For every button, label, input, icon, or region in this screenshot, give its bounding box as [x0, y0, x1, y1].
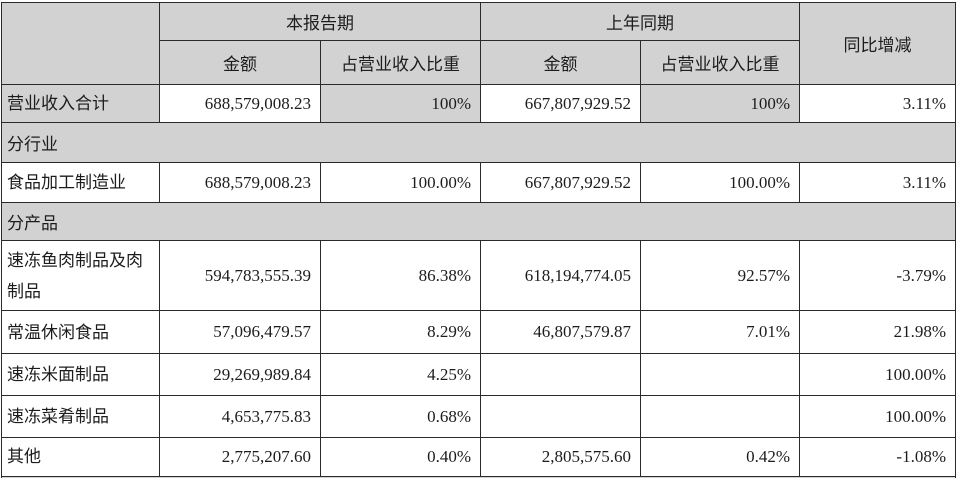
row-label: 常温休闲食品	[1, 310, 160, 355]
prior-share-cell: 100.00%	[640, 162, 800, 204]
corner-cell	[1, 2, 160, 85]
table-row-ambient-snack-food: 常温休闲食品 57,096,479.57 8.29% 46,807,579.87…	[1, 310, 956, 355]
yoy-cell: 3.11%	[799, 83, 956, 124]
amount-header-prior: 金额	[480, 40, 641, 85]
row-label: 食品加工制造业	[1, 162, 160, 204]
prior-share-cell: 100%	[640, 83, 800, 124]
prior-share-cell	[640, 353, 800, 397]
current-share-cell: 0.40%	[320, 437, 481, 477]
row-label: 其他	[1, 437, 160, 477]
section-label: 分行业	[1, 122, 956, 164]
table-row-total-revenue: 营业收入合计 688,579,008.23 100% 667,807,929.5…	[1, 83, 956, 124]
share-header-current: 占营业收入比重	[320, 40, 481, 85]
prior-amount-cell	[480, 395, 641, 439]
row-label: 营业收入合计	[1, 83, 160, 124]
table-row-other: 其他 2,775,207.60 0.40% 2,805,575.60 0.42%…	[1, 437, 956, 477]
current-amount-cell: 4,653,775.83	[159, 395, 321, 439]
yoy-cell: -3.79%	[799, 240, 956, 312]
current-amount-cell: 57,096,479.57	[159, 310, 321, 355]
section-label: 分产品	[1, 202, 956, 242]
row-label: 速冻米面制品	[1, 353, 160, 397]
prior-amount-cell: 667,807,929.52	[480, 83, 641, 124]
prior-amount-cell	[480, 353, 641, 397]
table-row-frozen-rice-flour: 速冻米面制品 29,269,989.84 4.25% 100.00%	[1, 353, 956, 397]
prior-amount-cell: 618,194,774.05	[480, 240, 641, 312]
current-amount-cell: 29,269,989.84	[159, 353, 321, 397]
table-row-frozen-dishes: 速冻菜肴制品 4,653,775.83 0.68% 100.00%	[1, 395, 956, 439]
current-period-header: 本报告期	[159, 2, 481, 41]
current-share-cell: 4.25%	[320, 353, 481, 397]
row-label: 速冻菜肴制品	[1, 395, 160, 439]
prior-share-cell	[640, 395, 800, 439]
prior-amount-cell: 2,805,575.60	[480, 437, 641, 477]
current-share-cell: 100%	[320, 83, 481, 124]
prior-share-cell: 7.01%	[640, 310, 800, 355]
yoy-cell: -1.08%	[799, 437, 956, 477]
yoy-cell: 100.00%	[799, 395, 956, 439]
yoy-cell: 21.98%	[799, 310, 956, 355]
section-row-by-product: 分产品	[1, 202, 956, 242]
prior-share-cell: 92.57%	[640, 240, 800, 312]
current-amount-cell: 2,775,207.60	[159, 437, 321, 477]
share-header-prior: 占营业收入比重	[640, 40, 800, 85]
clipped-cell	[1, 475, 956, 478]
yoy-header: 同比增减	[799, 2, 956, 85]
prior-amount-cell: 46,807,579.87	[480, 310, 641, 355]
current-share-cell: 0.68%	[320, 395, 481, 439]
prior-amount-cell: 667,807,929.52	[480, 162, 641, 204]
current-amount-cell: 688,579,008.23	[159, 83, 321, 124]
header-row-periods: 本报告期 上年同期 同比增减	[1, 2, 956, 85]
table-row-food-processing: 食品加工制造业 688,579,008.23 100.00% 667,807,9…	[1, 162, 956, 204]
current-share-cell: 100.00%	[320, 162, 481, 204]
prior-share-cell: 0.42%	[640, 437, 800, 477]
clipped-next-section-row	[1, 475, 956, 478]
yoy-cell: 100.00%	[799, 353, 956, 397]
header-row-columns: 金额 占营业收入比重 金额 占营业收入比重	[2, 40, 956, 85]
yoy-cell: 3.11%	[799, 162, 956, 204]
current-share-cell: 8.29%	[320, 310, 481, 355]
current-amount-cell: 688,579,008.23	[159, 162, 321, 204]
amount-header-current: 金额	[159, 40, 321, 85]
section-row-by-industry: 分行业	[1, 122, 956, 164]
current-amount-cell: 594,783,555.39	[159, 240, 321, 312]
row-label: 速冻鱼肉制品及肉制品	[1, 240, 160, 312]
current-share-cell: 86.38%	[320, 240, 481, 312]
prior-period-header: 上年同期	[480, 2, 800, 41]
table-row-frozen-fish-meat: 速冻鱼肉制品及肉制品 594,783,555.39 86.38% 618,194…	[1, 240, 956, 312]
